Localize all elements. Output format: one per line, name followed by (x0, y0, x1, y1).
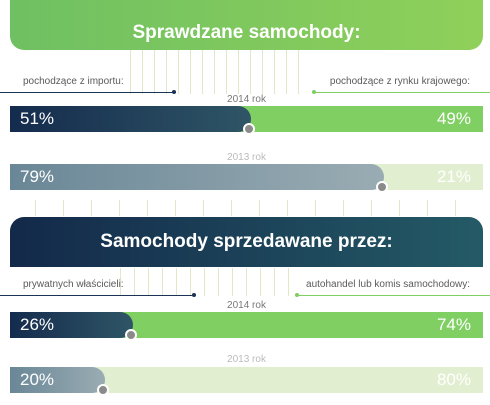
grid-line (288, 268, 289, 296)
value-label-left: 51% (20, 109, 55, 128)
grid-line (175, 200, 176, 216)
grid-line (455, 200, 456, 216)
divider-knob (125, 329, 137, 341)
grid-line (176, 268, 177, 296)
bar-segment-left (10, 106, 251, 132)
grid-line (371, 200, 372, 216)
grid-line (427, 200, 428, 216)
grid-line (274, 50, 275, 94)
grid-line (218, 268, 219, 296)
section-banner-inspected-cars (10, 0, 483, 50)
grid-line (166, 50, 167, 94)
connector-line-domestic (314, 92, 490, 93)
value-label-right: 49% (436, 109, 471, 128)
grid-line (232, 268, 233, 296)
grid-line (231, 200, 232, 216)
grid-line (274, 268, 275, 296)
grid-line (130, 50, 131, 94)
connector-dot-import (172, 90, 176, 94)
grid-line (259, 200, 260, 216)
bar-segment-left (10, 312, 133, 338)
connector-dot-dealer (295, 293, 299, 297)
divider-knob (376, 181, 388, 193)
grid-line (178, 50, 179, 94)
grid-line (147, 200, 148, 216)
grid-line (119, 200, 120, 216)
category-label-domestic: pochodzące z rynku krajowego: (329, 76, 470, 87)
bar-segment-right (237, 106, 483, 132)
category-label-import: pochodzące z importu: (23, 76, 124, 87)
divider-knob (97, 384, 109, 396)
bar-segment-left (10, 367, 105, 393)
grid-line (202, 50, 203, 94)
grid-line (214, 50, 215, 94)
connector-line-private (0, 295, 195, 296)
section-title-inspected-cars: Sprawdzane samochody: (132, 22, 361, 43)
bar-segment-right (370, 164, 483, 190)
grid-line (204, 268, 205, 296)
year-label-2013: 2013 rok (227, 152, 266, 163)
grid-line (63, 200, 64, 216)
bar-2014-sellers: 26% 74% (10, 312, 483, 341)
bar-2013-inspected: 79% 21% (10, 164, 483, 193)
bar-2014-inspected: 51% 49% (10, 106, 483, 135)
grid-line (260, 268, 261, 296)
year-label-2014: 2014 rok (227, 94, 266, 105)
category-label-private: prywatnych właścicieli: (23, 279, 124, 290)
category-label-dealer: autohandel lub komis samochodowy: (306, 279, 470, 290)
grid-line (190, 50, 191, 94)
grid-line (148, 268, 149, 296)
connector-dot-private (192, 293, 196, 297)
grid-line (298, 50, 299, 94)
grid-line (246, 268, 247, 296)
year-label-2014: 2014 rok (227, 300, 266, 311)
grid-line (399, 200, 400, 216)
grid-line (286, 50, 287, 94)
grid-line (203, 200, 204, 216)
grid-line (250, 50, 251, 94)
value-label-left: 20% (20, 370, 55, 389)
grid-line (226, 50, 227, 94)
grid-line (35, 200, 36, 216)
grid-line (287, 200, 288, 216)
value-label-right: 21% (436, 167, 471, 186)
grid-line (134, 268, 135, 296)
bar-segment-right (119, 312, 483, 338)
grid-line (315, 200, 316, 216)
value-label-left: 26% (20, 315, 55, 334)
grid-line (162, 268, 163, 296)
bar-segment-right (91, 367, 483, 393)
value-label-right: 80% (436, 370, 471, 389)
connector-line-dealer (297, 295, 490, 296)
grid-line (120, 268, 121, 296)
year-label-2013: 2013 rok (227, 354, 266, 365)
section-title-sellers: Samochody sprzedawane przez: (100, 231, 393, 252)
divider-knob (243, 123, 255, 135)
connector-dot-domestic (312, 90, 316, 94)
section-banner-sellers (10, 217, 483, 267)
grid-line (262, 50, 263, 94)
bar-2013-sellers: 20% 80% (10, 367, 483, 396)
grid-line (91, 200, 92, 216)
grid-line (142, 50, 143, 94)
grid-line (154, 50, 155, 94)
value-label-left: 79% (20, 167, 55, 186)
grid-line (343, 200, 344, 216)
value-label-right: 74% (436, 315, 471, 334)
bar-segment-left (10, 164, 384, 190)
grid-line (238, 50, 239, 94)
grid-line (190, 268, 191, 296)
connector-line-import (0, 92, 176, 93)
